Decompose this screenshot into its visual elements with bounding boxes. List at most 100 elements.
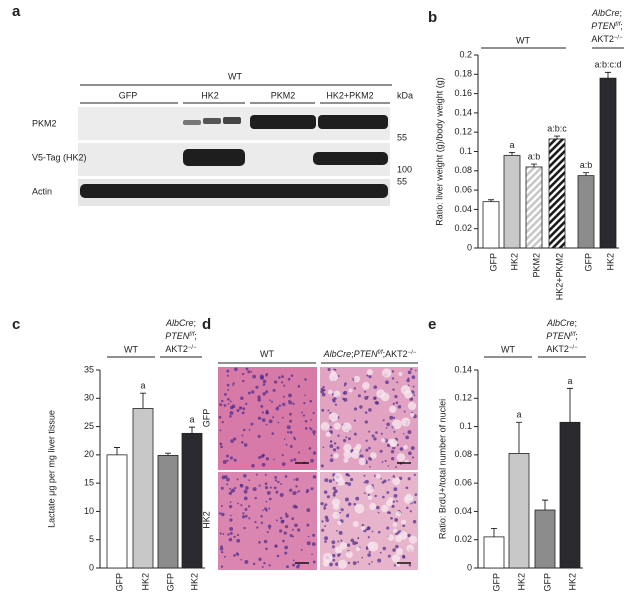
bar [482,201,500,249]
bar [534,509,556,569]
y-tick-label: 0.18 [454,69,472,79]
panel-letter: e [428,316,436,333]
group-label: AlbCre; [165,318,196,328]
lane-label: PKM2 [271,90,296,100]
bar [132,408,154,569]
x-tick-label: HK2 [605,253,615,271]
y-tick-label: 0.16 [454,88,472,98]
bar-annotation: a [189,415,194,425]
y-tick-label: 0.2 [459,49,472,59]
western-blot: WT GFP HK2 PKM2 HK2+PKM2 kDa PKM2 V5-Tag… [32,71,413,206]
scale-bars [295,462,411,564]
micrograph [218,367,317,470]
bar [577,175,595,249]
group-label: AlbCre; [546,318,577,328]
y-axis-label: Lactate μg per mg liver tissue [46,410,56,528]
error-bar [542,499,548,511]
row-label: PKM2 [32,118,57,128]
lane-label: GFP [119,90,138,100]
row-label: Actin [32,186,52,196]
bar-annotation: a:b [580,160,593,170]
bar [106,454,128,569]
bar [181,432,203,569]
y-tick-label: 0.08 [454,165,472,175]
error-bar [114,447,120,455]
group-label: WT [124,344,138,354]
bar-chart: 0 5 10 15 20 25 30 35 Lactate μg per mg liver ti… [46,318,205,592]
histology: WT AlbCre;PTENf/f;AKT2−/− GFP HK2 [201,349,418,570]
bar [559,421,581,569]
bar-chart: 0 0.02 0.04 0.06 0.08 0.1 0.12 0.14 0.16 0.18 0.2 R… [434,8,624,300]
bar [525,166,543,249]
y-tick-label: 0.02 [454,223,472,233]
y-axis-label: Ratio: BrdU+/total number of nuclei [437,399,447,539]
bar-annotation: a [516,410,521,420]
y-tick-label: 0.12 [454,127,472,137]
bar [157,455,179,569]
error-bar [554,135,560,139]
x-tick-label: HK2 [509,253,519,271]
x-tick-label: GFP [114,573,124,592]
y-tick-label: 0.06 [454,184,472,194]
bar-annotation: a [567,376,572,386]
y-tick-label: 25 [84,421,94,431]
y-tick-label: 30 [84,393,94,403]
row-label: HK2 [201,511,211,529]
marker-label: 55 [397,176,407,186]
lane-label: HK2 [201,90,219,100]
panel-letter: c [12,316,20,333]
y-tick-label: 0.02 [454,534,472,544]
marker-label: 100 [397,164,412,174]
error-bar [491,527,497,537]
x-tick-label: GFP [583,253,593,272]
y-tick-label: 0.06 [454,478,472,488]
y-tick-label: 5 [89,534,94,544]
x-tick-label: GFP [488,253,498,272]
x-tick-label: GFP [491,573,501,592]
bar [508,453,530,569]
panel-letter: b [428,9,437,26]
micrograph-texture [218,367,418,569]
bar-annotation: a:b:c:d [594,60,621,70]
y-tick-label: 0.1 [459,421,472,431]
y-tick-label: 0.08 [454,449,472,459]
error-bar [605,71,611,79]
y-tick-label: 0.1 [459,146,472,156]
error-bar [488,199,494,202]
y-tick-label: 0.14 [454,107,472,117]
error-bar [583,172,589,176]
y-tick-label: 0.12 [454,393,472,403]
bar-annotation: a:b [528,151,541,161]
error-bar [509,152,515,156]
group-label: AKT2−/− [546,344,578,354]
x-tick-label: GFP [165,573,175,592]
y-tick-label: 0.14 [454,364,472,374]
panel-letter: a [12,3,21,20]
blot-bands [80,115,388,198]
group-label: AKT2−/− [165,344,197,354]
row-label: GFP [201,409,211,428]
unit-label: kDa [397,90,413,100]
group-label: WT [501,344,515,354]
bar [599,77,617,249]
bar-annotation: a [509,140,514,150]
x-tick-label: HK2+PKM2 [554,253,564,300]
x-tick-label: PKM2 [531,253,541,278]
x-tick-label: HK2 [189,573,199,591]
group-label: AKT2−/− [591,34,623,44]
column-label: WT [260,349,274,359]
group-label: PTENf/f; [165,331,197,341]
bar-chart: 0 0.02 0.04 0.06 0.08 0.1 0.12 0.14 Ratio: BrdU+… [437,318,586,592]
y-axis-label: Ratio: liver weight (g)/body weight (g) [434,77,444,226]
y-tick-label: 35 [84,364,94,374]
y-tick-label: 10 [84,506,94,516]
row-label: V5-Tag (HK2) [32,152,87,162]
error-bar [140,392,146,409]
column-label: AlbCre;PTENf/f;AKT2−/− [323,349,417,359]
error-bar [189,426,195,434]
error-bar [516,421,522,454]
panel-letter: d [202,316,211,333]
bar-annotation: a:b:c [547,123,567,133]
x-tick-label: HK2 [516,573,526,591]
